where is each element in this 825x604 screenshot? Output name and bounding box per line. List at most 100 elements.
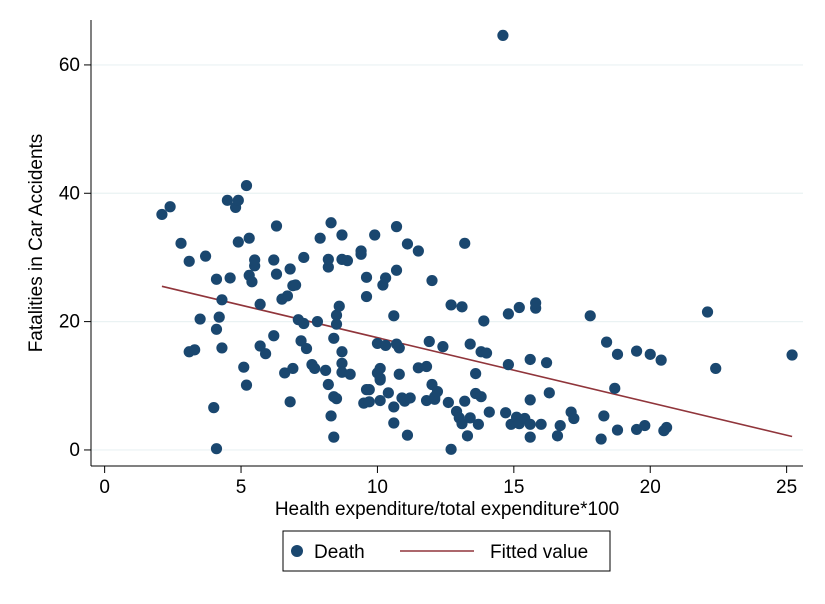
data-point [210,273,223,285]
data-point [355,245,367,257]
x-tick-label: 15 [503,477,524,498]
fitted-line-layer [161,285,793,438]
data-point [502,359,514,371]
data-point [194,313,206,325]
x-tick-label: 5 [236,477,247,498]
data-point [336,357,348,369]
x-tick-label: 25 [776,477,797,498]
data-point [175,237,187,249]
data-point [330,393,343,405]
data-point [287,362,299,375]
data-point [584,310,596,322]
y-tick-label: 60 [59,55,80,76]
data-point [404,392,416,404]
data-point [374,362,386,375]
data-point [268,254,280,266]
data-point [240,179,253,192]
data-point [456,418,468,430]
data-point [183,255,195,267]
legend-label-death: Death [314,542,365,563]
data-point [328,431,340,443]
data-point [268,330,280,342]
data-point [232,194,244,206]
data-point [554,419,566,432]
data-point [459,395,471,407]
data-point [325,410,337,422]
data-point [543,387,555,399]
data-point [401,238,414,250]
data-point [336,346,348,358]
data-point [216,294,228,306]
data-point [322,253,334,265]
data-point [701,306,714,318]
data-point [314,232,326,244]
data-point [363,384,375,396]
data-point [393,368,405,380]
data-point [210,323,223,335]
axes [90,20,803,467]
data-point [189,344,201,356]
data-point [786,349,798,361]
data-point [535,418,547,430]
data-point [289,279,302,291]
data-point [459,237,471,249]
legend: Death Fitted value [282,530,611,572]
data-point [530,297,542,309]
data-point [300,342,313,355]
y-tick-label: 0 [69,440,80,461]
data-point [426,274,438,287]
legend-marker-death [291,545,303,557]
data-point [524,353,536,366]
data-point [284,396,296,408]
data-point [382,387,394,399]
data-point [380,272,392,284]
data-point [611,348,624,360]
data-point [254,298,266,310]
data-point [497,29,509,42]
data-point [388,417,400,429]
data-point [461,430,474,442]
data-point [249,254,261,266]
data-point [551,430,564,442]
data-point [221,194,233,206]
data-point [437,341,449,353]
data-point [540,357,553,369]
data-point [609,382,621,394]
data-point [298,317,310,330]
data-points [156,29,798,455]
data-point [431,385,444,398]
data-point [330,309,343,321]
data-point [644,348,656,360]
data-point [330,318,343,330]
axis-ticks: 0 20 40 60 0 5 10 15 20 25 [59,55,797,498]
data-point [333,300,345,312]
data-point [336,229,348,241]
x-tick-label: 10 [367,477,388,498]
data-point [655,354,667,366]
data-point [445,443,457,455]
y-axis-label: Fatalities in Car Accidents [26,134,47,353]
data-point [322,261,334,273]
data-point [513,301,525,314]
data-point [210,443,223,455]
data-point [595,433,607,445]
data-point [464,412,476,424]
data-point [524,418,536,430]
legend-label-fit: Fitted value [490,542,588,563]
data-point [238,361,250,373]
data-point [374,374,386,386]
data-point [464,338,476,350]
data-point [360,271,373,283]
data-point [246,276,258,288]
data-point [281,290,294,302]
data-point [374,394,386,407]
data-point [311,316,324,328]
data-point [369,229,381,241]
data-point [270,220,283,232]
data-point [298,251,310,264]
data-point [483,406,495,418]
data-point [156,208,168,221]
data-point [279,367,291,379]
